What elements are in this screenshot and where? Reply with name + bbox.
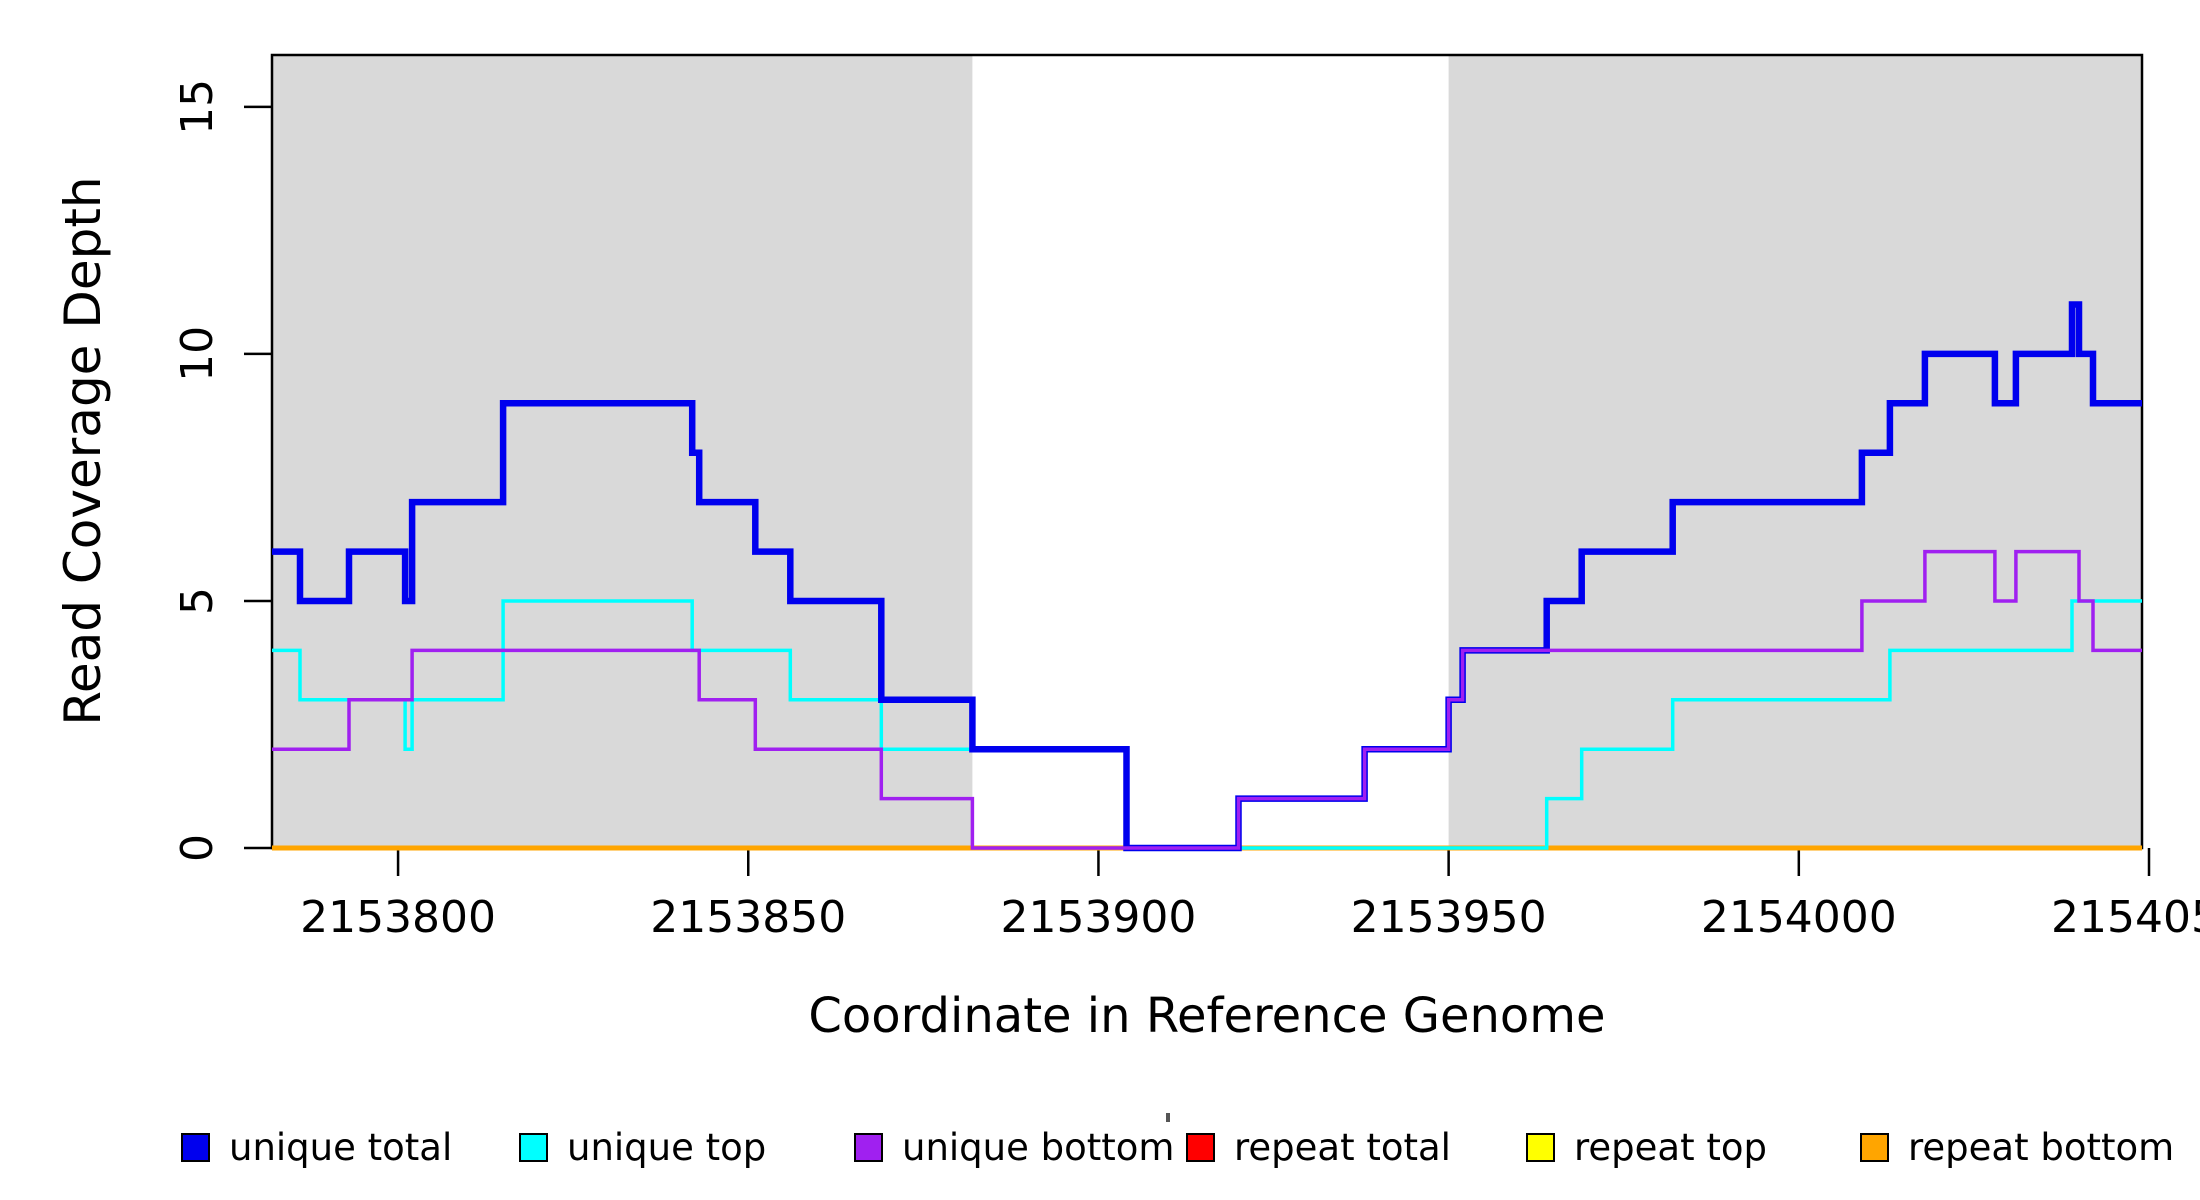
legend-swatch-unique-total [181,1133,210,1162]
y-tick-label: 10 [172,326,223,382]
x-tick-label: 2154000 [1701,892,1897,943]
legend-label-unique-bottom: unique bottom [902,1126,1174,1169]
series-lines [272,301,2142,852]
legend-label-repeat-top: repeat top [1574,1126,1767,1169]
x-tick-label: 2153800 [300,892,496,943]
series-line-unique-top [272,599,2142,850]
x-tick-label: 2154050 [2051,892,2200,943]
x-axis-ticks [396,848,2151,876]
stray-mark [1166,1113,1170,1122]
y-axis-ticks [244,105,272,850]
legend-label-unique-total: unique total [229,1126,452,1169]
x-axis-title: Coordinate in Reference Genome [808,988,1605,1044]
x-tick-labels: 2153800 2153850 2153900 2153950 2154000 21540… [300,892,2200,943]
legend-swatch-repeat-total [1186,1133,1215,1162]
y-tick-label: 0 [172,834,223,862]
y-tick-label: 5 [172,587,223,615]
y-axis-title: Read Coverage Depth [54,176,112,725]
legend-swatch-repeat-top [1526,1133,1555,1162]
x-tick-label: 2153850 [650,892,846,943]
legend-label-repeat-bottom: repeat bottom [1908,1126,2174,1169]
legend-swatch-unique-bottom [854,1133,883,1162]
legend-swatch-repeat-bottom [1860,1133,1889,1162]
legend: unique total unique top unique bottom repea… [181,1126,2174,1169]
legend-swatch-unique-top [519,1133,548,1162]
x-tick-label: 2153950 [1351,892,1547,943]
right-unique-region [1448,55,2142,848]
y-tick-labels: 0 5 10 15 [172,79,223,862]
series-line-unique-bottom [272,549,2142,850]
y-tick-label: 15 [172,79,223,135]
x-tick-label: 2153900 [1000,892,1196,943]
left-unique-region [272,55,973,848]
shaded-regions [272,55,2142,848]
legend-label-unique-top: unique top [567,1126,766,1169]
legend-label-repeat-total: repeat total [1234,1126,1451,1169]
